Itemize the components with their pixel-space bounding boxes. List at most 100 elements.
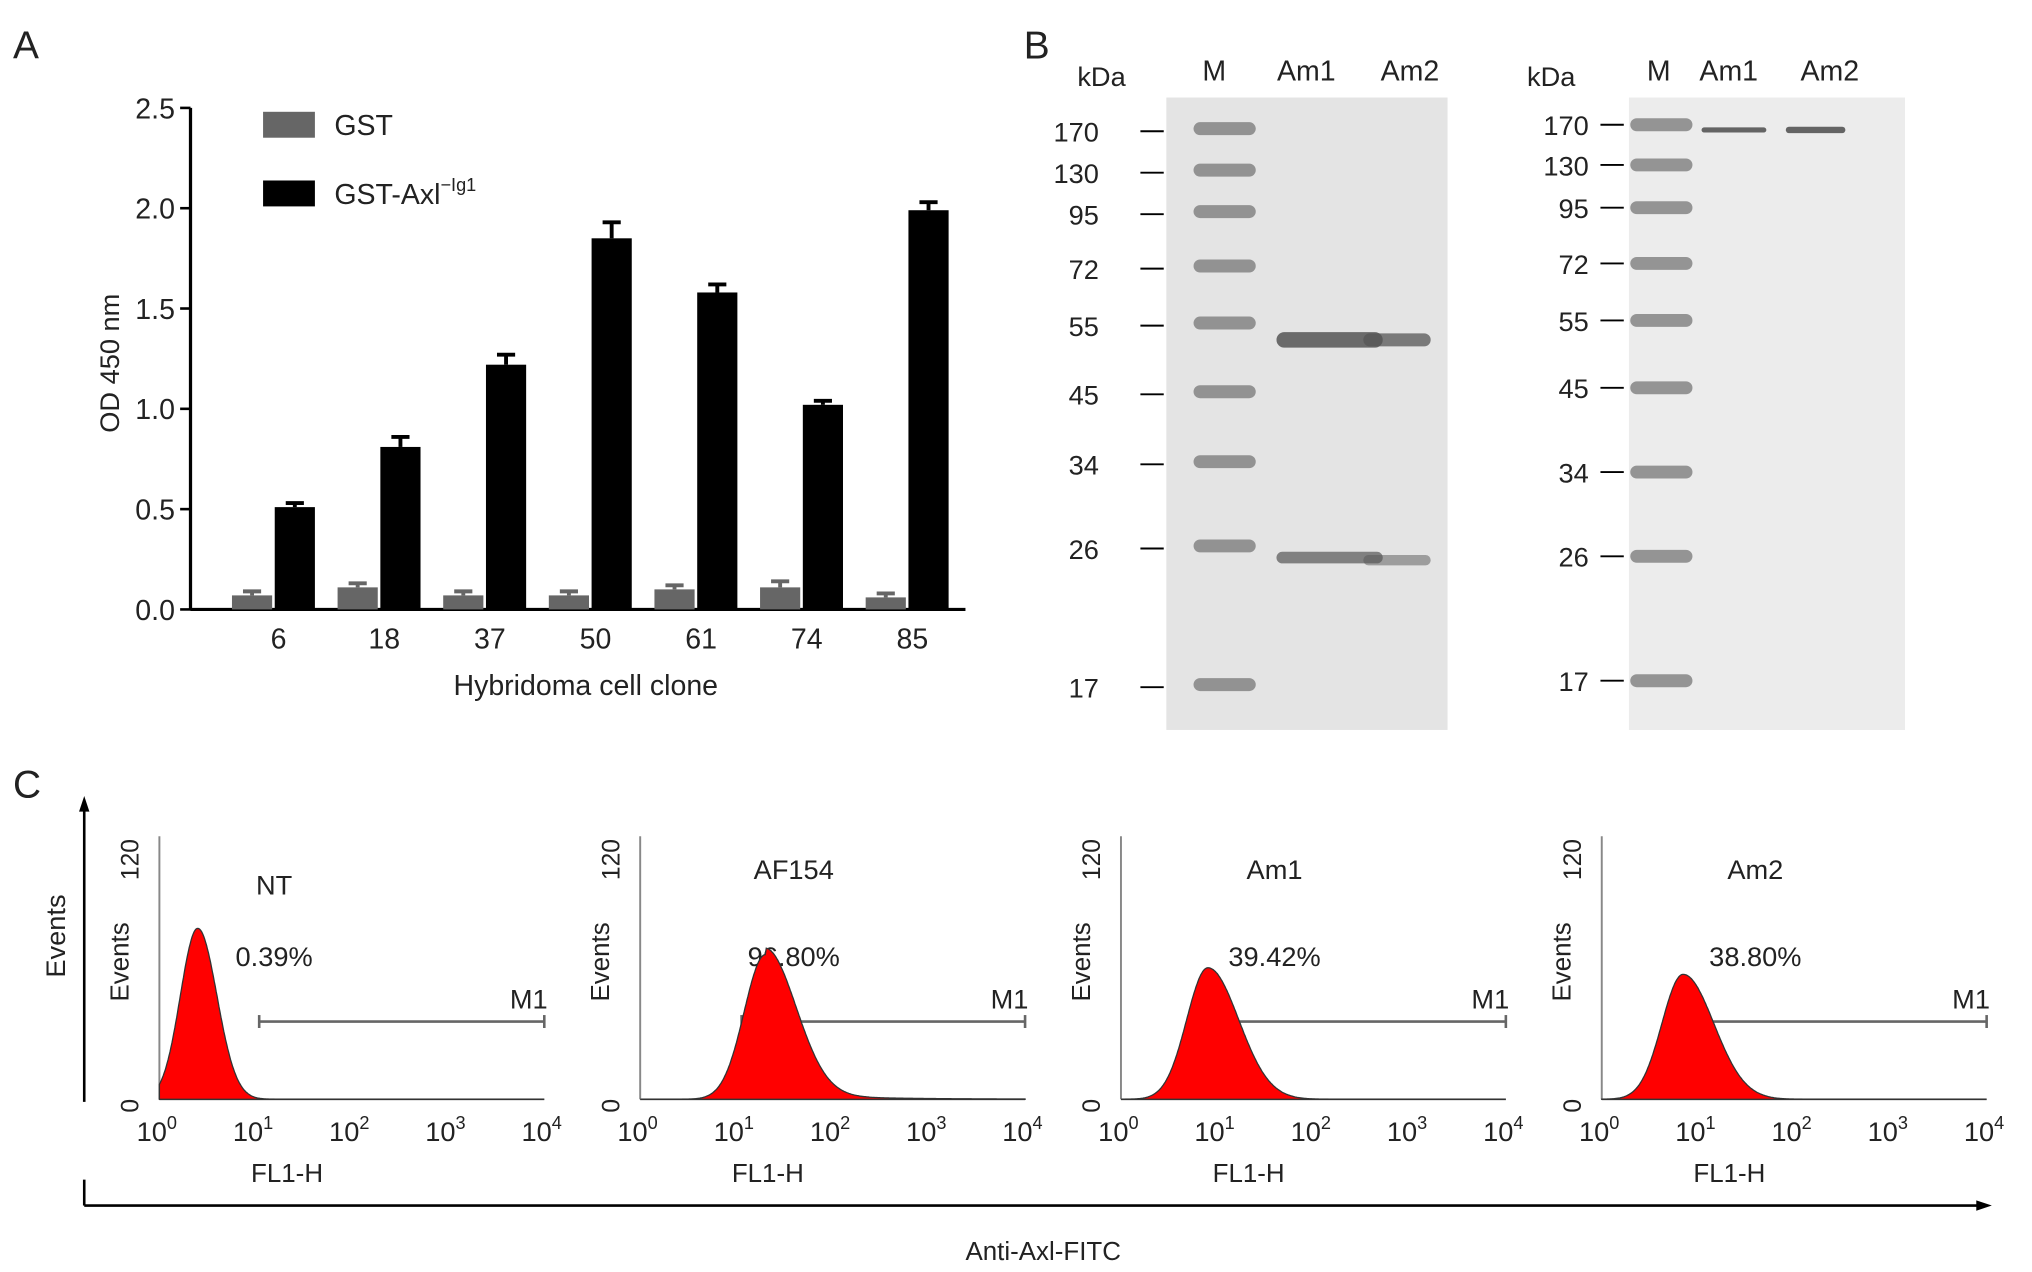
x-tick-exponent: 1 [744, 1113, 754, 1133]
x-tick-label: 101 [1194, 1113, 1234, 1147]
x-tick-exponent: 4 [552, 1113, 562, 1133]
x-tick-base: 10 [1483, 1116, 1513, 1147]
bar-chart-a: OD 450 nm Hybridoma cell clone GST GST-A… [94, 93, 966, 702]
bar-gst [760, 587, 801, 610]
y-tick-label: 2.5 [135, 93, 175, 125]
x-tick-label: 100 [1098, 1113, 1138, 1147]
y-tick-120: 120 [598, 839, 625, 880]
x-tick-base: 10 [1387, 1116, 1417, 1147]
x-tick-exponent: 4 [1994, 1113, 2004, 1133]
x-tick-label: 104 [1964, 1113, 2004, 1147]
marker-label: 26 [1069, 534, 1099, 565]
hist-title: Am1 [1247, 854, 1303, 885]
hist-x-label: FL1-H [1213, 1160, 1285, 1188]
bar-gst [548, 595, 589, 610]
y-axis-label: OD 450 nm [94, 294, 125, 433]
outer-x-label: Anti-Axl-FITC [965, 1238, 1120, 1266]
bar-gst [443, 595, 484, 610]
x-tick-exponent: 3 [456, 1113, 466, 1133]
marker-label: 130 [1054, 158, 1099, 189]
bar-gst-axl [697, 292, 738, 610]
gel-image [1166, 97, 1448, 730]
y-tick-0: 0 [118, 1099, 145, 1113]
protein-band [1701, 127, 1767, 133]
x-tick-base: 10 [1098, 1116, 1128, 1147]
lane-label: Am2 [1381, 56, 1440, 88]
x-tick-base: 10 [1771, 1116, 1801, 1147]
x-tick-base: 10 [1291, 1116, 1321, 1147]
bar-gst [865, 597, 906, 610]
y-tick-label: 2.0 [135, 194, 175, 226]
marker-band [1630, 118, 1693, 132]
gate-label: M1 [1471, 984, 1509, 1015]
gate-label: M1 [510, 984, 548, 1015]
gel-panel-b: kDa M Am1 Am2 170 130 95 72 55 45 34 26 17 kDa M Am1 Am2… [1054, 56, 1905, 730]
gel-image [1628, 97, 1905, 730]
x-tick-label: 102 [810, 1113, 850, 1147]
marker-label: 95 [1069, 200, 1099, 231]
x-tick-base: 10 [329, 1116, 359, 1147]
gate-percent: 0.39% [236, 941, 313, 972]
marker-band [1630, 313, 1693, 327]
x-tick-base: 10 [1194, 1116, 1224, 1147]
protein-band [1276, 332, 1383, 348]
x-tick-exponent: 0 [167, 1113, 177, 1133]
x-axis-label: Hybridoma cell clone [453, 670, 718, 702]
marker-band [1630, 465, 1693, 479]
legend-label-gst: GST [334, 110, 393, 142]
gate-label: M1 [1952, 984, 1990, 1015]
bar-gst [231, 595, 273, 610]
marker-label: 170 [1543, 110, 1588, 141]
x-tick-label: 74 [791, 623, 823, 655]
lane-label: Am2 [1801, 56, 1860, 88]
x-tick-exponent: 0 [1128, 1113, 1138, 1133]
protein-band [1276, 551, 1383, 564]
hist-title: NT [256, 870, 292, 901]
marker-label: 34 [1069, 450, 1099, 481]
marker-label: 26 [1559, 542, 1589, 573]
x-tick-label: 104 [1483, 1113, 1523, 1147]
x-tick-base: 10 [617, 1116, 647, 1147]
lane-label: M [1647, 56, 1671, 88]
y-tick-label: 1.0 [135, 394, 175, 426]
marker-label: 130 [1543, 150, 1588, 181]
legend-swatch-gst-axl [263, 180, 315, 207]
gate-percent: 39.42% [1228, 941, 1320, 972]
histogram-area [158, 927, 545, 1100]
x-tick-exponent: 0 [1609, 1113, 1619, 1133]
outer-y-arrowhead-icon [79, 796, 90, 812]
legend-swatch-gst [263, 111, 315, 138]
y-tick-120: 120 [1560, 839, 1587, 880]
marker-band [1193, 539, 1256, 553]
marker-band [1193, 385, 1256, 399]
x-tick-exponent: 1 [1225, 1113, 1235, 1133]
panel-label-b: B [1024, 25, 1050, 68]
y-tick-label: 0.5 [135, 494, 175, 526]
x-tick-base: 10 [1675, 1116, 1705, 1147]
marker-band [1630, 381, 1693, 395]
x-tick-label: 103 [906, 1113, 946, 1147]
x-tick-label: 100 [617, 1113, 657, 1147]
marker-band [1193, 163, 1256, 177]
x-tick-base: 10 [1579, 1116, 1609, 1147]
marker-label: 45 [1559, 373, 1589, 404]
y-tick-120: 120 [118, 839, 145, 880]
marker-label: 17 [1559, 666, 1589, 697]
x-tick-exponent: 3 [1898, 1113, 1908, 1133]
x-tick-label: 102 [1771, 1113, 1811, 1147]
x-tick-label: 102 [1291, 1113, 1331, 1147]
x-tick-label: 18 [368, 623, 400, 655]
x-tick-base: 10 [522, 1116, 552, 1147]
legend-label-gst-axl: GST-Axl−Ig1 [334, 175, 476, 211]
x-tick-label: 104 [1002, 1113, 1042, 1147]
hist-y-label: Events [1068, 922, 1096, 1001]
marker-band [1630, 158, 1693, 172]
marker-label: 95 [1559, 193, 1589, 224]
x-tick-exponent: 2 [359, 1113, 369, 1133]
marker-band [1630, 256, 1693, 270]
legend-label-text: GST-Axl [334, 179, 440, 211]
y-tick-label: 0.0 [135, 595, 175, 627]
y-tick-0: 0 [598, 1099, 625, 1113]
